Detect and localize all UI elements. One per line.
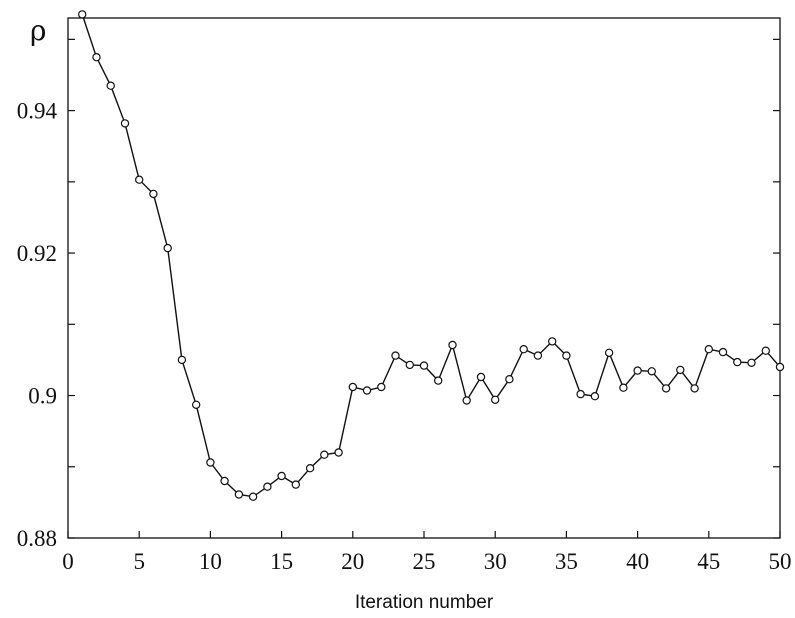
data-point xyxy=(505,375,514,384)
x-tick-labels: 0 5 10 15 20 25 30 35 40 45 50 xyxy=(62,549,791,574)
data-point xyxy=(647,367,657,376)
data-point xyxy=(177,355,187,365)
x-tick-label: 45 xyxy=(697,549,720,574)
data-point xyxy=(77,10,87,19)
data-point xyxy=(334,448,343,457)
data-point xyxy=(619,383,628,392)
data-point xyxy=(733,357,742,367)
data-point xyxy=(234,490,244,499)
data-point xyxy=(718,347,728,357)
data-point xyxy=(419,361,429,370)
y-tick-label: 0.94 xyxy=(17,99,58,124)
data-point xyxy=(291,480,300,489)
data-markers xyxy=(77,10,785,501)
x-tick-label: 50 xyxy=(769,549,792,574)
data-point xyxy=(747,358,756,367)
data-point xyxy=(448,340,457,350)
data-point xyxy=(263,482,272,491)
data-point xyxy=(590,392,600,401)
data-point xyxy=(362,386,372,395)
data-point xyxy=(576,389,585,399)
data-point xyxy=(220,476,229,486)
data-point xyxy=(462,396,471,405)
y-axis-label: ρ xyxy=(30,14,46,47)
x-tick-label: 35 xyxy=(555,549,578,574)
data-point xyxy=(348,382,357,392)
y-tick-label: 0.92 xyxy=(17,241,57,266)
y-tick-labels: 0.88 0.9 0.92 0.94 xyxy=(17,99,58,551)
data-point xyxy=(191,400,201,409)
data-point xyxy=(391,351,400,360)
data-point xyxy=(92,53,101,62)
data-point xyxy=(149,189,158,199)
data-point xyxy=(533,351,543,360)
x-tick-label: 30 xyxy=(484,549,507,574)
data-point xyxy=(106,81,115,90)
data-point xyxy=(434,376,443,385)
x-tick-label: 0 xyxy=(62,549,74,574)
data-point xyxy=(476,372,486,382)
data-point xyxy=(405,360,414,370)
data-point xyxy=(604,348,614,357)
x-tick-label: 40 xyxy=(626,549,649,574)
data-point xyxy=(633,366,642,375)
data-point xyxy=(676,365,685,375)
x-tick-label: 15 xyxy=(270,549,293,574)
data-point xyxy=(206,458,215,467)
data-point xyxy=(775,362,785,372)
data-point xyxy=(248,492,258,501)
data-point xyxy=(277,471,286,481)
x-tick-label: 5 xyxy=(133,549,145,574)
x-tick-label: 20 xyxy=(341,549,364,574)
axis-ticks xyxy=(67,38,781,539)
y-tick-label: 0.9 xyxy=(28,384,57,409)
data-point xyxy=(661,384,671,393)
x-tick-label: 10 xyxy=(199,549,222,574)
y-tick-label: 0.88 xyxy=(17,526,57,551)
x-axis-label: Iteration number xyxy=(355,592,494,613)
data-point xyxy=(491,395,500,404)
data-point xyxy=(548,337,557,346)
data-point xyxy=(163,243,172,253)
x-tick-label: 25 xyxy=(413,549,436,574)
data-point xyxy=(562,351,571,360)
data-point xyxy=(704,345,714,354)
data-point xyxy=(305,464,315,473)
data-point xyxy=(690,384,699,393)
data-point xyxy=(134,175,144,184)
plot-frame xyxy=(67,17,781,539)
data-point xyxy=(761,346,771,355)
data-point xyxy=(377,382,386,392)
series-line xyxy=(81,14,781,498)
data-point xyxy=(320,450,329,459)
data-point xyxy=(120,119,130,128)
data-point xyxy=(519,345,528,354)
